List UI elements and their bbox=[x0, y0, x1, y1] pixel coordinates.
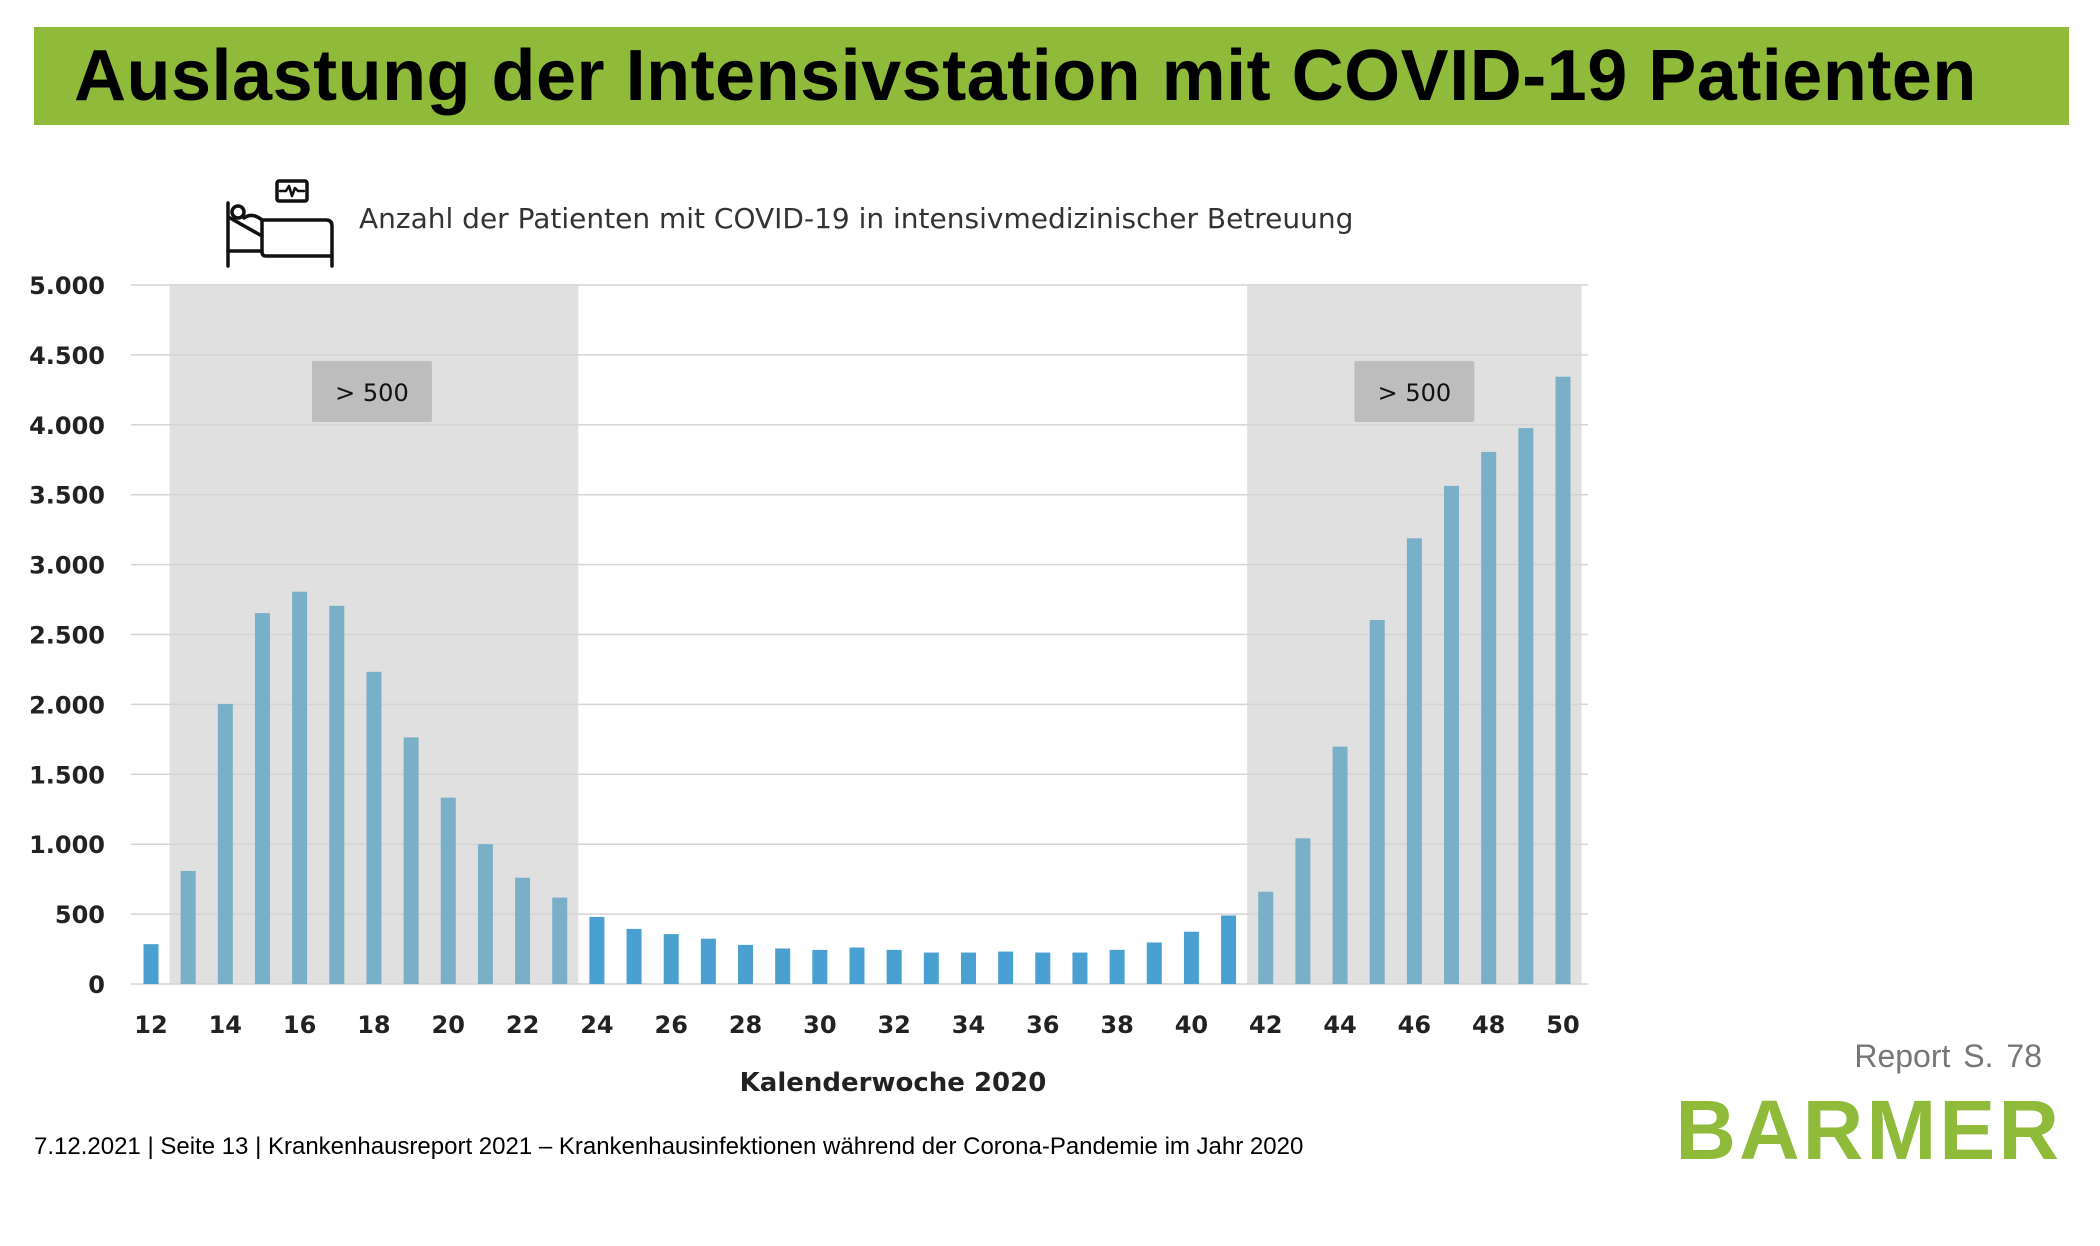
bar-week-39 bbox=[1146, 942, 1162, 984]
x-tick-label: 24 bbox=[580, 1011, 613, 1039]
bar-week-24 bbox=[589, 916, 605, 984]
x-tick-label: 14 bbox=[209, 1011, 242, 1039]
bar-week-15 bbox=[254, 613, 270, 984]
bar-week-25 bbox=[626, 928, 642, 984]
bar-week-50 bbox=[1555, 376, 1571, 984]
report-reference: Report S. 78 bbox=[1854, 1038, 2042, 1074]
y-tick-label: 0 bbox=[88, 971, 105, 999]
y-tick-label: 2.500 bbox=[29, 622, 105, 650]
bar-week-27 bbox=[700, 938, 716, 984]
x-tick-label: 12 bbox=[134, 1011, 167, 1039]
bar-week-38 bbox=[1109, 949, 1125, 984]
x-tick-label: 16 bbox=[283, 1011, 316, 1039]
bar-week-14 bbox=[217, 703, 233, 984]
x-tick-label: 26 bbox=[655, 1011, 688, 1039]
bar-week-34 bbox=[960, 952, 976, 984]
bar-week-32 bbox=[886, 949, 902, 984]
x-tick-label: 34 bbox=[952, 1011, 985, 1039]
bar-week-33 bbox=[923, 952, 939, 984]
x-tick-label: 30 bbox=[803, 1011, 836, 1039]
bar-week-26 bbox=[663, 934, 679, 984]
x-tick-label: 40 bbox=[1175, 1011, 1208, 1039]
bar-week-44 bbox=[1332, 746, 1348, 984]
y-tick-label: 3.500 bbox=[29, 482, 105, 510]
chart-title: Anzahl der Patienten mit COVID-19 in int… bbox=[359, 202, 1354, 235]
threshold-badge-label: > 500 bbox=[1378, 379, 1452, 407]
bar-week-16 bbox=[292, 591, 308, 984]
bar-week-37 bbox=[1072, 952, 1088, 984]
threshold-badge-1 bbox=[311, 361, 432, 422]
bar-week-48 bbox=[1481, 451, 1497, 984]
y-tick-label: 1.500 bbox=[29, 761, 105, 789]
hospital-bed-monitor-icon bbox=[226, 179, 334, 268]
y-tick-label: 4.000 bbox=[29, 412, 105, 440]
bar-week-47 bbox=[1444, 485, 1460, 984]
bar-week-18 bbox=[366, 671, 382, 984]
bar-week-22 bbox=[515, 877, 531, 984]
y-tick-label: 500 bbox=[55, 901, 105, 929]
bar-week-19 bbox=[403, 737, 419, 984]
x-tick-label: 38 bbox=[1100, 1011, 1133, 1039]
x-tick-label: 50 bbox=[1546, 1011, 1579, 1039]
barmer-logo: BARMER bbox=[1675, 1083, 2062, 1177]
x-tick-label: 42 bbox=[1249, 1011, 1282, 1039]
bar-week-45 bbox=[1369, 619, 1385, 984]
x-tick-label: 28 bbox=[729, 1011, 762, 1039]
x-tick-label: 48 bbox=[1472, 1011, 1505, 1039]
bar-week-12 bbox=[143, 944, 159, 984]
bar-week-36 bbox=[1035, 952, 1051, 984]
footer-text: 7.12.2021 | Seite 13 | Krankenhausreport… bbox=[34, 1133, 1304, 1160]
x-tick-label: 22 bbox=[506, 1011, 539, 1039]
x-tick-label: 46 bbox=[1398, 1011, 1431, 1039]
x-axis-title: Kalenderwoche 2020 bbox=[740, 1068, 1047, 1098]
bar-week-21 bbox=[477, 844, 493, 984]
x-tick-label: 44 bbox=[1323, 1011, 1356, 1039]
y-tick-label: 1.000 bbox=[29, 831, 105, 859]
bar-week-46 bbox=[1406, 538, 1422, 984]
y-tick-label: 3.000 bbox=[29, 552, 105, 580]
bar-week-28 bbox=[738, 944, 754, 984]
x-tick-label: 36 bbox=[1026, 1011, 1059, 1039]
y-tick-label: 4.500 bbox=[29, 342, 105, 370]
bar-week-41 bbox=[1221, 915, 1237, 984]
bar-week-43 bbox=[1295, 838, 1311, 984]
bar-week-20 bbox=[440, 797, 456, 984]
threshold-badge-label: > 500 bbox=[335, 379, 409, 407]
bar-week-29 bbox=[775, 948, 791, 984]
title-banner: Auslastung der Intensivstation mit COVID… bbox=[34, 27, 2069, 125]
bar-week-31 bbox=[849, 947, 865, 984]
bar-week-42 bbox=[1258, 891, 1274, 984]
bar-week-17 bbox=[329, 605, 345, 984]
slide-title: Auslastung der Intensivstation mit COVID… bbox=[74, 36, 1977, 116]
bar-week-49 bbox=[1518, 428, 1534, 984]
threshold-badge-2 bbox=[1354, 361, 1475, 422]
y-tick-label: 2.000 bbox=[29, 691, 105, 719]
x-tick-label: 18 bbox=[357, 1011, 390, 1039]
bar-week-35 bbox=[998, 951, 1014, 984]
y-tick-label: 5.000 bbox=[29, 272, 105, 300]
x-tick-label: 32 bbox=[877, 1011, 910, 1039]
bar-week-13 bbox=[180, 870, 196, 984]
x-tick-label: 20 bbox=[432, 1011, 465, 1039]
bar-week-30 bbox=[812, 949, 828, 984]
bar-week-23 bbox=[552, 897, 568, 984]
bar-week-40 bbox=[1183, 931, 1199, 984]
